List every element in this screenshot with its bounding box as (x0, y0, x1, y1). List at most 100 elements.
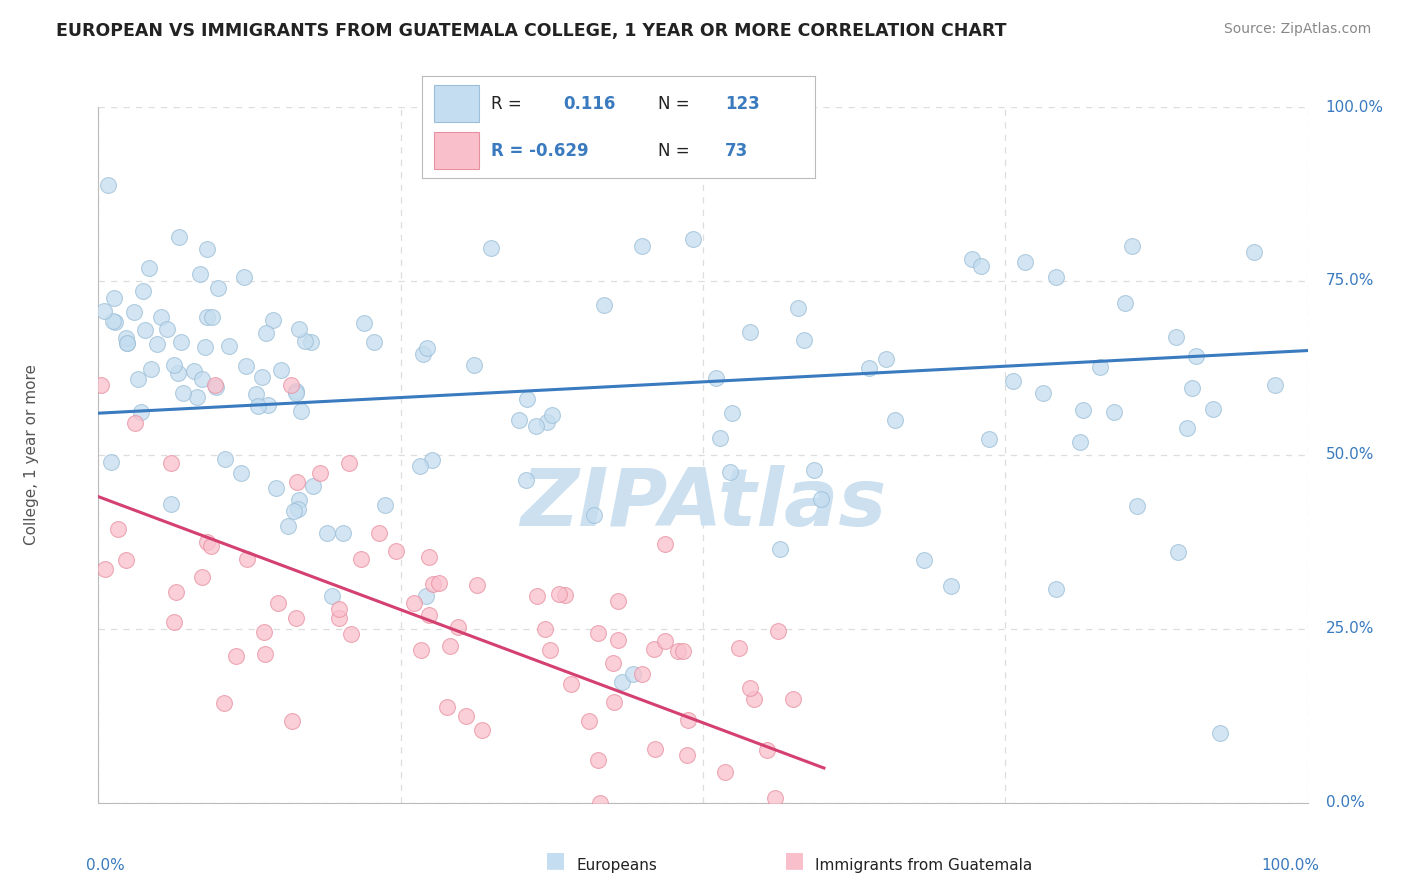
Text: ■: ■ (546, 850, 565, 870)
Point (524, 419, 547, 434)
Point (160, 497, 183, 511)
Point (787, 301, 810, 316)
Point (124, 417, 146, 431)
Point (212, 696, 235, 710)
Point (1181, 381, 1204, 395)
Point (793, 333, 815, 347)
Point (508, 413, 530, 427)
Point (235, 359, 257, 373)
Point (768, 542, 790, 557)
Point (167, 366, 190, 380)
Point (194, 340, 217, 354)
Point (738, 681, 761, 695)
Point (129, 405, 152, 419)
Point (233, 269, 256, 284)
Point (169, 230, 191, 244)
Point (207, 281, 229, 295)
Point (267, 596, 290, 610)
Point (246, 399, 269, 413)
Point (960, 252, 983, 266)
Point (218, 339, 240, 353)
Point (93, 561, 115, 575)
Point (201, 310, 224, 324)
Point (284, 611, 307, 625)
Point (384, 544, 406, 558)
Point (97, 178, 120, 192)
Point (200, 539, 222, 553)
Point (270, 362, 292, 376)
Point (418, 608, 440, 623)
Point (540, 408, 562, 422)
Point (671, 644, 693, 658)
Point (277, 518, 299, 533)
Point (721, 406, 744, 420)
Point (363, 335, 385, 350)
Point (810, 492, 832, 507)
Point (321, 589, 343, 603)
Text: 0.0%: 0.0% (86, 858, 125, 873)
Point (718, 465, 741, 479)
Point (280, 378, 302, 392)
Point (299, 334, 322, 349)
Point (309, 466, 332, 480)
Point (195, 242, 218, 256)
Point (536, 416, 558, 430)
Point (254, 648, 277, 662)
Point (553, 588, 575, 602)
Point (337, 456, 360, 470)
Point (742, 691, 765, 706)
Point (534, 622, 557, 636)
Point (1126, 500, 1149, 514)
Point (1185, 349, 1208, 363)
Point (644, 741, 666, 756)
Point (204, 378, 226, 392)
Point (548, 587, 571, 601)
Point (90, 378, 112, 392)
Point (186, 390, 208, 404)
Point (353, 316, 375, 330)
Text: N =: N = (658, 142, 689, 160)
Point (302, 479, 325, 493)
Point (101, 314, 124, 328)
Point (578, 714, 600, 728)
Point (606, 594, 628, 608)
Point (1045, 270, 1067, 285)
Point (191, 372, 214, 386)
Point (586, 753, 609, 767)
Point (1243, 245, 1265, 260)
Point (257, 398, 280, 412)
Text: Source: ZipAtlas.com: Source: ZipAtlas.com (1223, 22, 1371, 37)
Point (415, 589, 437, 603)
Text: Europeans: Europeans (576, 858, 658, 872)
Point (538, 642, 561, 657)
Point (411, 643, 433, 657)
Point (328, 602, 350, 616)
Point (287, 501, 309, 516)
Point (621, 666, 644, 681)
Point (439, 639, 461, 653)
Point (738, 325, 761, 339)
Point (114, 553, 136, 567)
Point (332, 525, 354, 540)
Point (606, 632, 628, 647)
Point (254, 326, 277, 340)
Text: 73: 73 (725, 142, 748, 160)
Point (93, 304, 115, 318)
Point (115, 331, 138, 345)
Text: 100.0%: 100.0% (1326, 100, 1384, 114)
Text: 100.0%: 100.0% (1261, 858, 1320, 873)
Point (165, 585, 187, 599)
Point (643, 642, 665, 657)
Text: ZIPAtlas: ZIPAtlas (520, 465, 886, 542)
Point (1264, 378, 1286, 392)
Text: College, 1 year or more: College, 1 year or more (24, 365, 39, 545)
Point (115, 336, 138, 351)
Point (602, 656, 624, 670)
Point (1167, 545, 1189, 559)
Point (912, 553, 935, 567)
Point (412, 347, 434, 361)
Point (979, 432, 1001, 446)
Point (1032, 386, 1054, 401)
Point (315, 526, 337, 541)
Point (1069, 435, 1091, 450)
